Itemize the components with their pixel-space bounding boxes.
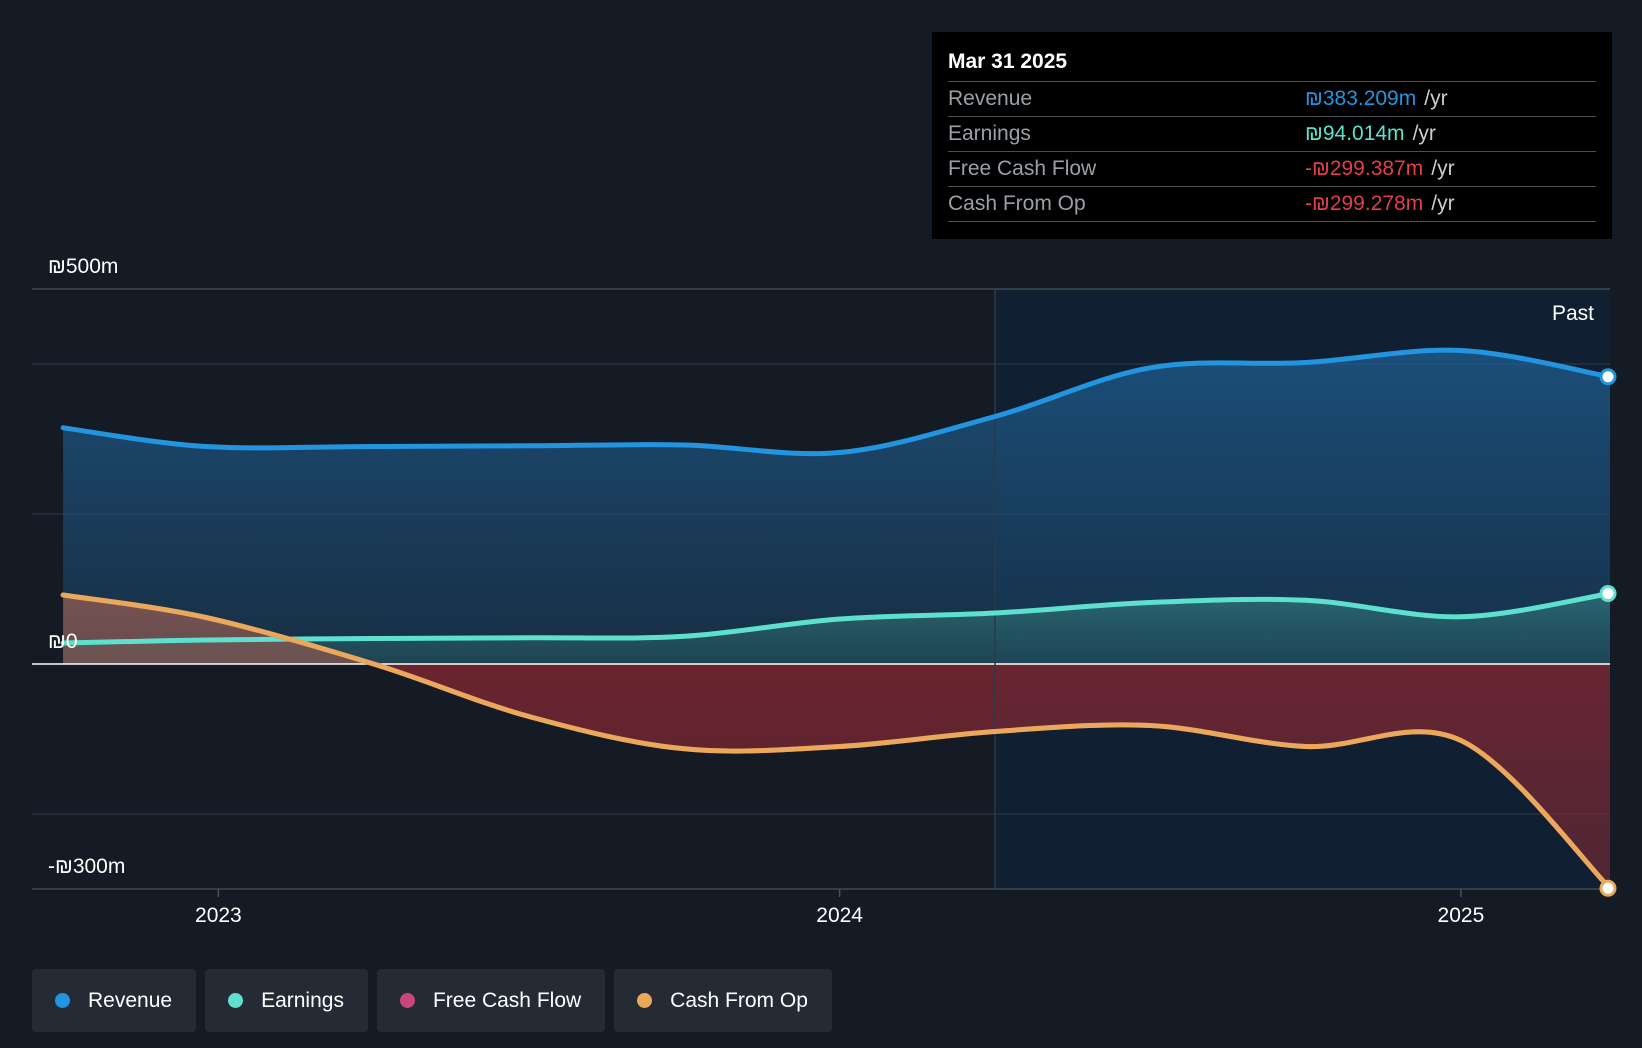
past-region-label: Past	[1552, 302, 1594, 325]
legend-label: Earnings	[261, 988, 344, 1012]
legend-label: Revenue	[88, 988, 173, 1012]
data-tooltip: Mar 31 2025 Revenue ₪383.209m /yr Earnin…	[932, 32, 1612, 239]
tooltip-value: -₪299.387m	[1305, 157, 1424, 180]
tooltip-row-revenue: Revenue ₪383.209m /yr	[948, 82, 1596, 117]
legend-dot-icon	[399, 993, 415, 1008]
tooltip-label: Cash From Op	[948, 192, 1086, 215]
cash-from-op-positive-area	[63, 595, 1610, 664]
x-axis-ticks	[217, 889, 1462, 897]
tooltip-label: Earnings	[948, 122, 1031, 145]
cash-from-op-line	[60, 592, 1613, 891]
tooltip-unit: /yr	[1424, 87, 1448, 110]
revenue-area	[63, 350, 1611, 664]
legend-dot-icon	[228, 993, 244, 1008]
tooltip-value: ₪94.014m	[1305, 122, 1405, 145]
chart-canvas: ₪500m ₪0 -₪300m 2023 2024 2025 Past	[32, 255, 1617, 927]
tooltip-row-earnings: Earnings ₪94.014m /yr	[948, 117, 1596, 152]
tooltip-value: ₪383.209m	[1305, 87, 1417, 110]
tooltip-label: Revenue	[948, 87, 1033, 110]
tooltip-unit: /yr	[1431, 157, 1455, 180]
tooltip-unit: /yr	[1412, 122, 1436, 145]
y-tick-label: -₪300m	[48, 855, 125, 878]
legend-dot-icon	[637, 993, 653, 1008]
legend-label: Free Cash Flow	[432, 988, 582, 1012]
cash-from-op-end-marker[interactable]	[1599, 879, 1617, 897]
legend-item-cash-from-op[interactable]: Cash From Op	[614, 969, 832, 1032]
revenue-end-marker[interactable]	[1599, 368, 1617, 386]
tooltip-value: -₪299.278m	[1305, 192, 1424, 215]
tooltip-date: Mar 31 2025	[948, 47, 1596, 82]
revenue-line	[60, 347, 1613, 457]
tooltip-unit: /yr	[1431, 192, 1455, 215]
tooltip-row-free-cash-flow: Free Cash Flow -₪299.387m /yr	[948, 152, 1596, 187]
earnings-end-marker[interactable]	[1599, 585, 1617, 602]
legend-item-revenue[interactable]: Revenue	[32, 969, 197, 1032]
chart-legend: Revenue Earnings Free Cash Flow Cash Fro…	[32, 969, 832, 1032]
earnings-area	[63, 593, 1611, 664]
x-tick-label: 2023	[195, 904, 242, 927]
legend-item-free-cash-flow[interactable]: Free Cash Flow	[376, 969, 606, 1032]
x-tick-label: 2024	[816, 904, 863, 927]
y-tick-label: ₪0	[48, 630, 78, 653]
tooltip-label: Free Cash Flow	[948, 157, 1097, 180]
tooltip-row-cash-from-op: Cash From Op -₪299.278m /yr	[948, 187, 1596, 222]
x-tick-label: 2025	[1438, 904, 1485, 927]
legend-dot-icon	[55, 993, 70, 1008]
legend-label: Cash From Op	[670, 988, 808, 1012]
earnings-line	[60, 591, 1613, 646]
legend-item-earnings[interactable]: Earnings	[205, 969, 368, 1032]
cash-from-op-negative-area	[63, 664, 1610, 889]
y-tick-label: ₪500m	[48, 255, 118, 278]
